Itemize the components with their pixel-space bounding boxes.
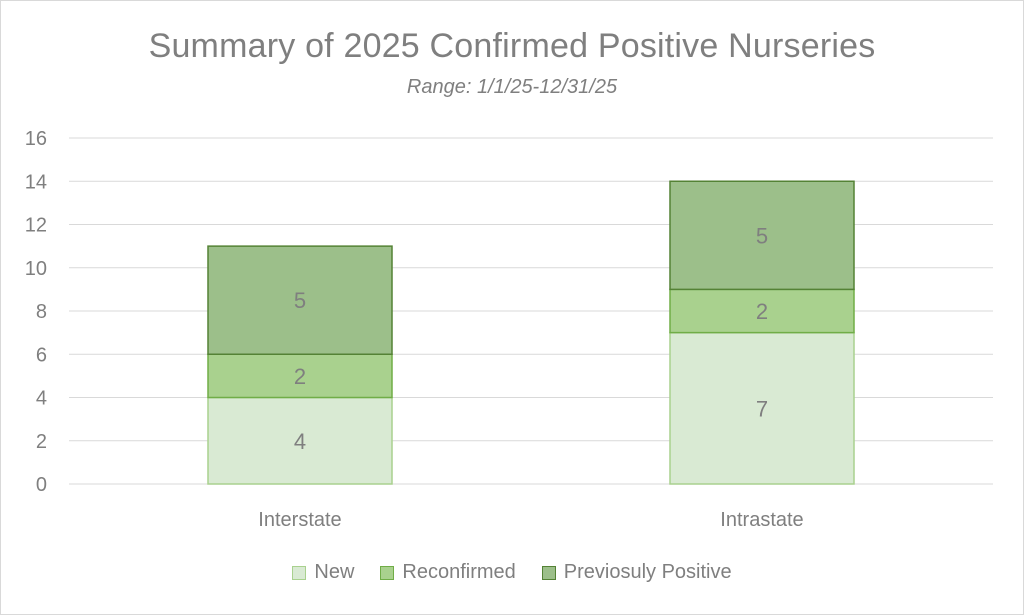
data-label: 4 [294,429,306,454]
y-tick-label: 0 [36,474,47,496]
legend: New Reconfirmed Previosuly Positive [1,561,1023,584]
y-tick-label: 8 [36,301,47,323]
bar-reconfirmed [669,288,855,334]
legend-item: New [292,561,354,584]
y-tick-label: 2 [36,431,47,453]
x-category-label: Interstate [258,509,341,531]
data-label: 7 [756,396,768,421]
bar-previosuly-positive [207,245,393,355]
plot-area: 0 2 4 6 8 10 12 14 16 4 2 5 Interstate 7 2 5 Intrastate [25,128,993,531]
legend-label: Previosuly Positive [563,561,732,583]
chart-title: Summary of 2025 Confirmed Positive Nurse… [148,27,876,65]
data-label: 2 [294,364,306,389]
y-tick-label: 12 [25,215,47,237]
y-tick-label: 6 [36,344,47,366]
data-label: 5 [294,288,306,313]
y-tick-label: 10 [25,258,47,280]
legend-swatch [292,565,307,580]
data-label: 2 [756,299,768,324]
bar-previosuly-positive [669,180,855,291]
legend-label: New [314,561,355,583]
x-category-label: Intrastate [720,509,803,531]
legend-swatch [380,565,395,580]
y-tick-label: 16 [25,128,47,150]
legend-item: Reconfirmed [380,561,516,584]
legend-item: Previosuly Positive [541,561,732,584]
y-tick-label: 4 [36,388,47,410]
y-tick-label: 14 [25,171,47,193]
chart-subtitle: Range: 1/1/25-12/31/25 [406,76,618,98]
data-label: 5 [756,223,768,248]
legend-swatch [541,565,556,580]
legend-label: Reconfirmed [402,561,516,583]
